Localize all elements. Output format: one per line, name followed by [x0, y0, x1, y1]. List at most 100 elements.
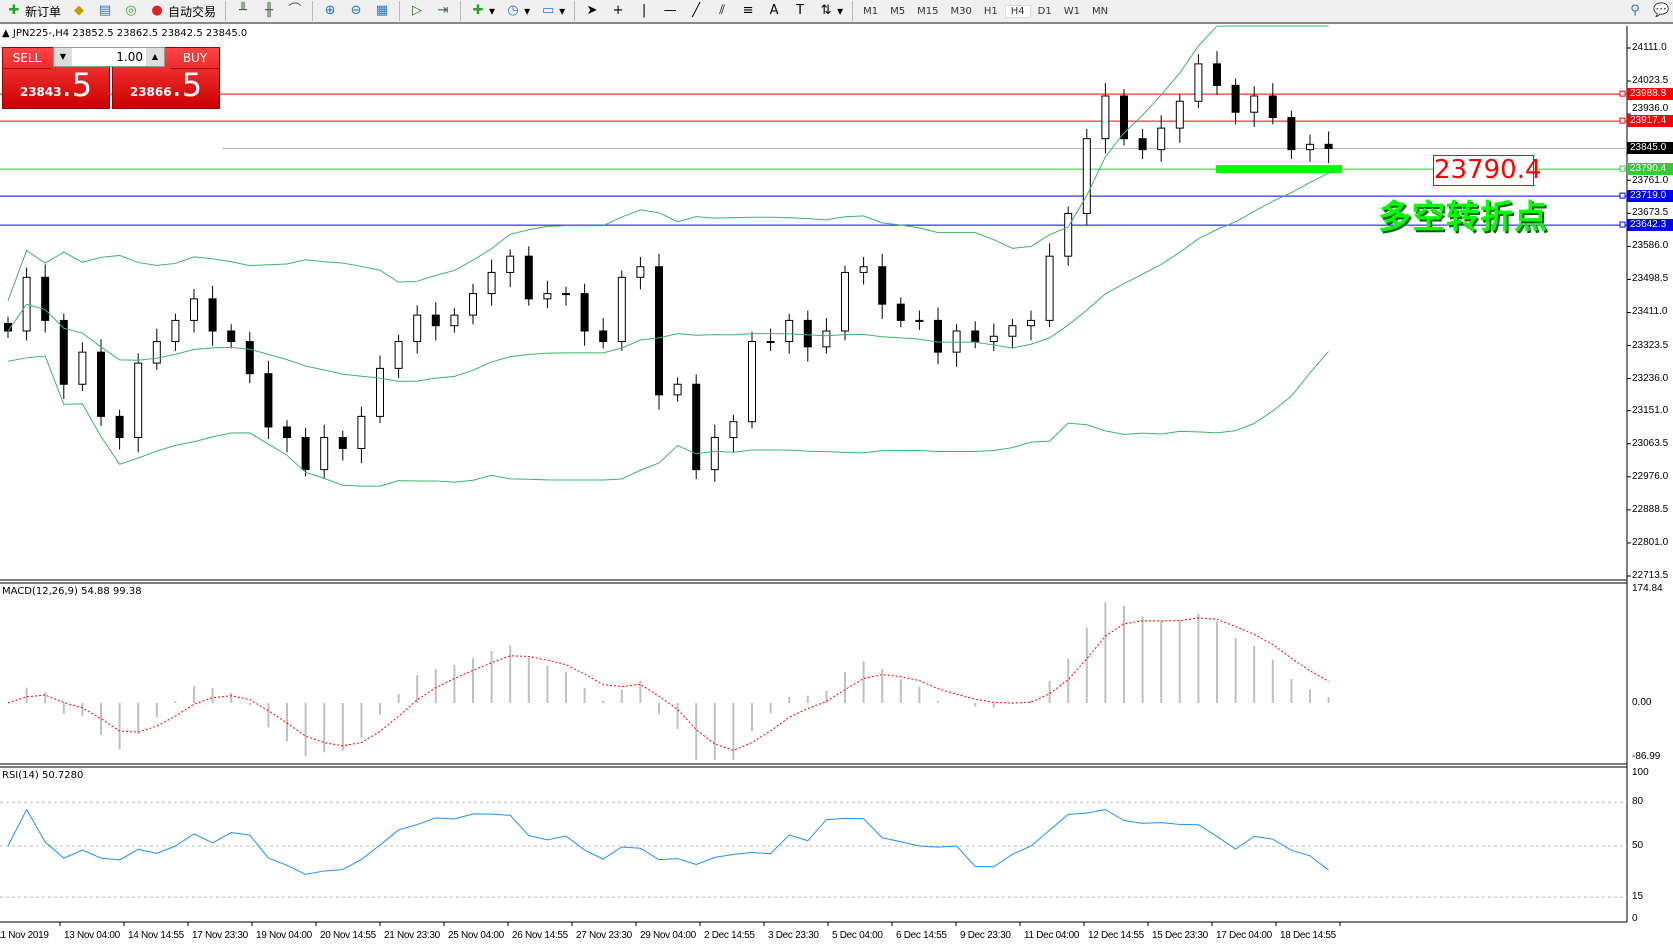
arrows-button[interactable]: ⇅ ▾	[814, 0, 847, 22]
bar-chart-button[interactable]: ╨	[231, 0, 255, 22]
rsi-axis-label: 80	[1632, 796, 1644, 808]
new-order-icon: ✚	[8, 3, 20, 18]
annotation-price-label[interactable]: 23790.4	[1433, 155, 1542, 186]
search-button[interactable]: ⚲	[1623, 0, 1647, 22]
candle-bear	[115, 415, 124, 439]
candle-bull	[152, 341, 161, 364]
fibonacci-icon: ≡	[742, 3, 754, 18]
time-axis-label: 11 Dec 04:00	[1024, 930, 1080, 941]
cursor-button[interactable]: ➤	[580, 0, 604, 22]
rsi-axis-label: 0	[1632, 913, 1638, 924]
timeframe-h1[interactable]: H1	[983, 5, 998, 17]
candle-bull	[487, 271, 496, 295]
horizontal-line-icon: —	[663, 3, 677, 18]
time-axis-label: 6 Dec 14:55	[896, 930, 947, 941]
candle-bear	[264, 373, 273, 428]
vertical-line-button[interactable]: |	[632, 0, 656, 22]
divider	[225, 1, 227, 21]
price-axis-label: 23761.0	[1632, 175, 1669, 187]
timeframe-m30[interactable]: M30	[950, 5, 972, 17]
signals-button[interactable]: ◎	[119, 0, 143, 22]
autoscroll-button[interactable]: ▷	[405, 0, 429, 22]
timeframe-h4[interactable]: H4	[1004, 4, 1031, 18]
lot-increase-button[interactable]: ▲	[151, 52, 159, 61]
candle-bear	[1213, 63, 1221, 86]
new-order-label: 新订单	[25, 4, 62, 19]
chat-button[interactable]: 💬	[1649, 0, 1673, 22]
price-axis-label: 23151.0	[1632, 404, 1669, 416]
timeframe-m15[interactable]: M15	[917, 5, 939, 17]
timeframe-mn[interactable]: MN	[1091, 5, 1109, 17]
periods-button[interactable]: ◷ ▾	[501, 0, 534, 22]
level-price-tag: 23790.4	[1627, 163, 1673, 176]
text-label-icon: T	[796, 3, 805, 18]
zoom-in-icon: ⊕	[324, 3, 336, 18]
line-chart-icon: ⌒	[288, 3, 302, 18]
candle-bull	[469, 293, 477, 316]
candle-bear	[1138, 138, 1147, 151]
trendline-button[interactable]: ╱	[684, 0, 708, 22]
divider	[460, 1, 462, 21]
channel-button[interactable]: ⫽	[710, 0, 734, 22]
candle-bull	[394, 341, 403, 369]
cursor-icon: ➤	[586, 3, 598, 18]
tile-windows-button[interactable]: ▦	[370, 0, 394, 22]
timeframe-d1[interactable]: D1	[1037, 5, 1052, 17]
candle-bull	[562, 293, 570, 296]
price-axis-label: 23498.5	[1632, 273, 1669, 285]
lot-input[interactable]	[72, 48, 146, 66]
price-axis-label: 23236.0	[1632, 372, 1669, 384]
time-axis-label: 25 Nov 04:00	[448, 930, 504, 941]
candle-bear	[896, 303, 905, 321]
candle-bull	[506, 255, 515, 273]
candle-bear	[803, 319, 812, 348]
lot-stepper[interactable]: ▼ ▲	[53, 47, 165, 67]
new-order-button[interactable]: ✚ 新订单	[2, 0, 65, 22]
navigator-button[interactable]: ▤	[93, 0, 117, 22]
timeframe-w1[interactable]: W1	[1063, 5, 1080, 17]
candle-bull	[543, 293, 552, 300]
price-axis-label: 23936.0	[1632, 103, 1669, 115]
chat-icon: 💬	[1653, 3, 1670, 18]
candle-bull	[1064, 212, 1073, 257]
rsi-axis-label: 100	[1632, 767, 1649, 778]
auto-trading-icon: ●	[151, 3, 163, 18]
templates-button[interactable]: ▭ ▾	[541, 3, 566, 18]
price-axis-label: 23323.5	[1632, 339, 1669, 351]
price-axis-label: 23673.5	[1632, 207, 1669, 219]
time-axis-label: 17 Dec 04:00	[1216, 930, 1272, 941]
line-chart-button[interactable]: ⌒	[283, 0, 307, 22]
candle-bull	[785, 319, 794, 343]
candle-bear	[283, 426, 291, 439]
annotation-text[interactable]: 多空转折点	[1378, 197, 1548, 236]
zoom-in-button[interactable]: ⊕	[318, 0, 342, 22]
time-axis-label: 14 Nov 14:55	[128, 930, 184, 941]
price-axis-label: 22801.0	[1632, 536, 1669, 548]
auto-trading-button[interactable]: ● 自动交易	[145, 0, 220, 22]
time-axis-label: 27 Nov 23:30	[576, 930, 632, 941]
timeframe-m1[interactable]: M1	[863, 5, 879, 17]
lot-decrease-button[interactable]: ▼	[59, 52, 67, 61]
text-label-button[interactable]: T	[788, 0, 812, 22]
level-price-tag: 23917.4	[1627, 115, 1673, 128]
candle-bull	[710, 437, 719, 471]
grid-icon: ▦	[375, 3, 389, 18]
horizontal-line-button[interactable]: —	[658, 0, 682, 22]
candle-bull	[190, 298, 198, 321]
price-axis-label: 22976.0	[1632, 470, 1669, 482]
macd-axis-label: 174.84	[1632, 583, 1663, 594]
crosshair-button[interactable]: +	[606, 0, 630, 22]
candlestick-icon: ╫	[265, 3, 273, 18]
chart-shift-button[interactable]: ⇥	[431, 0, 455, 22]
indicators-button[interactable]: ✚ ▾	[466, 0, 499, 22]
market-watch-button[interactable]: ◆	[67, 0, 91, 22]
fibonacci-button[interactable]: ≡	[736, 0, 760, 22]
zoom-out-button[interactable]: ⊖	[344, 0, 368, 22]
text-button[interactable]: A	[762, 0, 786, 22]
candle-bull	[1194, 63, 1203, 102]
buy-price: 23866.5	[113, 66, 219, 104]
timeframe-m5[interactable]: M5	[890, 5, 906, 17]
candlestick-button[interactable]: ╫	[257, 0, 281, 22]
candle-bear	[59, 319, 68, 385]
